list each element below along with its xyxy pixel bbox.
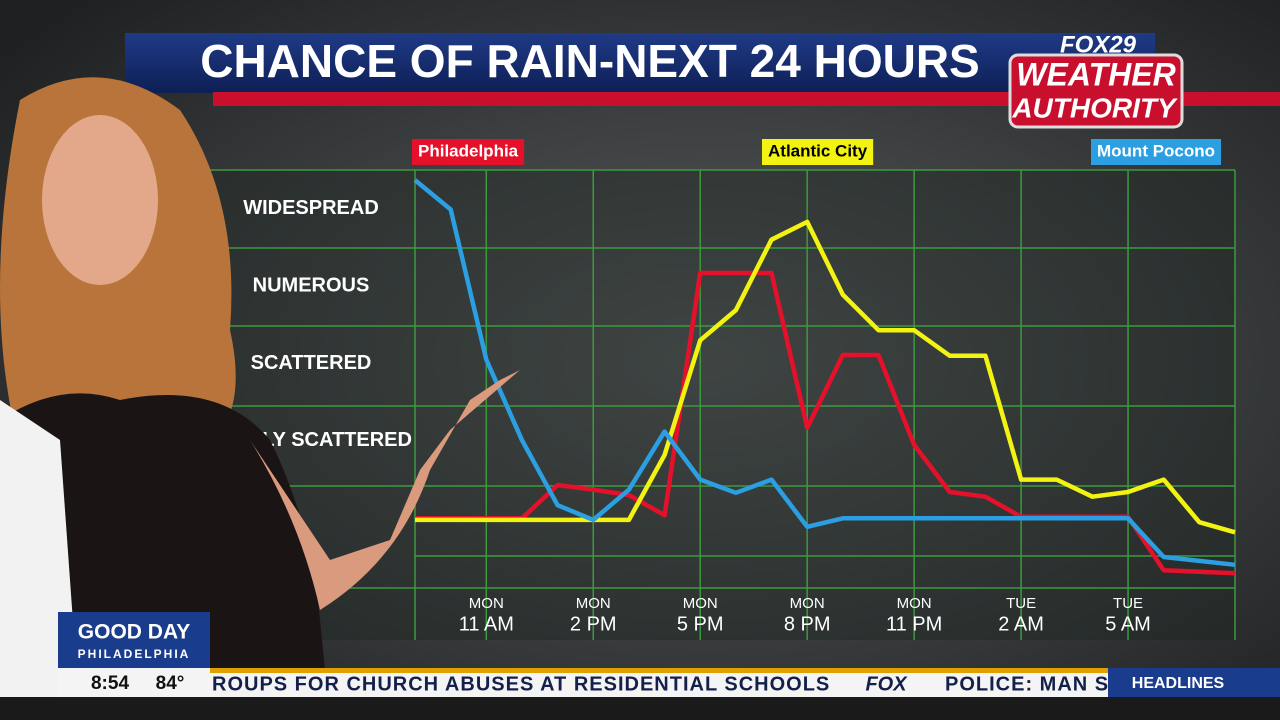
x-tick-day: TUE	[1113, 595, 1143, 612]
ticker-next-story: POLICE: MAN S	[945, 673, 1109, 695]
legend-label: Philadelphia	[418, 141, 519, 160]
x-tick-day: MON	[469, 595, 504, 612]
x-tick-label: 11 PM	[886, 613, 942, 635]
logo-middle: WEATHER	[1016, 56, 1175, 92]
bottom-edge	[0, 697, 1280, 720]
legend-entry: Mount Pocono	[1091, 139, 1222, 165]
ticker-section-box	[1108, 668, 1280, 697]
legend-label: Mount Pocono	[1097, 141, 1215, 160]
legend-entry: Atlantic City	[762, 139, 874, 165]
y-tick-label: WIDESPREAD	[243, 197, 379, 219]
ticker-bar	[210, 673, 1108, 697]
x-tick-label: 2 AM	[998, 613, 1044, 635]
bug-brand-bottom: PHILADELPHIA	[78, 647, 191, 661]
logo-box	[1008, 53, 1184, 129]
x-tick-label: 11 AM	[459, 613, 514, 635]
x-tick-label: 5 PM	[677, 613, 724, 635]
x-tick-day: MON	[576, 595, 611, 612]
ticker-story: ROUPS FOR CHURCH ABUSES AT RESIDENTIAL S…	[212, 673, 830, 695]
title: CHANCE OF RAIN-NEXT 24 HOURS	[200, 35, 980, 87]
legend-entry: Philadelphia	[412, 139, 525, 165]
legend-swatch	[412, 139, 525, 165]
ticker-edge	[210, 668, 1280, 673]
logo-top: FOX29	[1060, 31, 1137, 58]
bug-time: 8:54	[91, 673, 129, 694]
bug-brand-box	[58, 612, 210, 668]
bug-brand-top: GOOD DAY	[78, 621, 190, 644]
x-tick-day: TUE	[1006, 595, 1036, 612]
series-line	[415, 219, 1236, 535]
legend-swatch	[762, 139, 874, 165]
x-tick-label: 8 PM	[784, 613, 831, 635]
title-banner	[125, 33, 1155, 93]
bug-info-box	[58, 668, 210, 697]
x-tick-day: MON	[790, 595, 825, 612]
logo-bottom: AUTHORITY	[1011, 92, 1178, 123]
y-tick-label: SCATTERED	[251, 352, 372, 374]
band-grid	[208, 169, 1236, 640]
legend-label: Atlantic City	[768, 141, 868, 160]
bug-temperature: 84°	[156, 673, 185, 694]
face	[42, 115, 158, 285]
y-tick-label: NUMEROUS	[253, 274, 370, 296]
ticker-section: HEADLINES	[1132, 675, 1225, 692]
legend-swatch	[1091, 139, 1222, 165]
ticker-separator: FOX	[865, 673, 908, 695]
x-tick-label: 5 AM	[1105, 613, 1151, 635]
arm	[250, 370, 520, 610]
series-line	[413, 178, 1236, 568]
x-tick-day: MON	[897, 595, 932, 612]
x-tick-day: MON	[683, 595, 718, 612]
logo: FOX29 WEATHER AUTHORITY	[1008, 31, 1184, 129]
x-tick-label: 2 PM	[570, 613, 617, 635]
